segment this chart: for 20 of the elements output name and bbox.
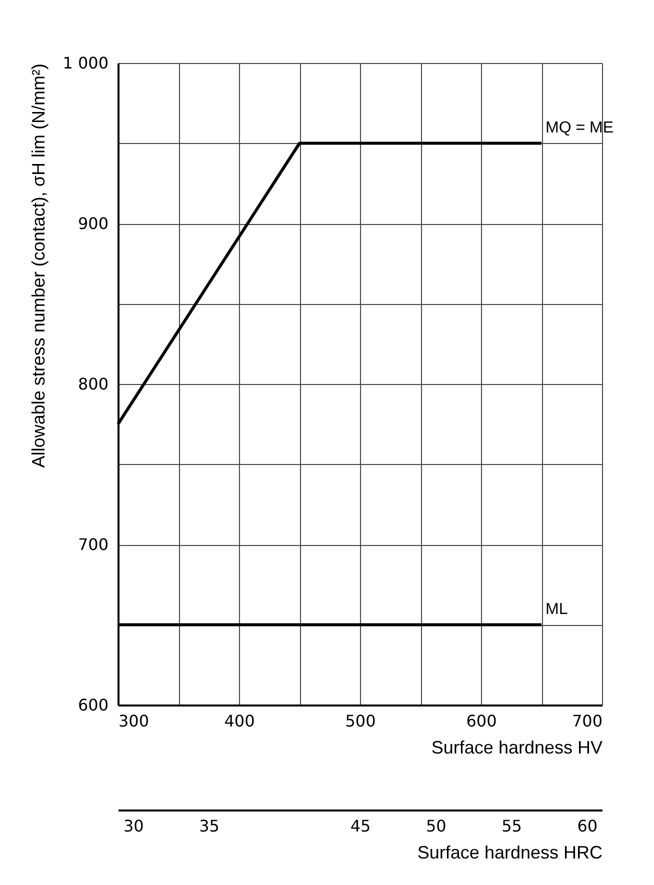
y-axis-title: Allowable stress number (contact), σH lim (N/mm²): [28, 64, 49, 468]
x-tick-label: 700: [572, 712, 602, 730]
y-tick-label: 800: [78, 374, 108, 394]
series-label: ML: [546, 600, 568, 618]
x2-tick-label: 55: [502, 816, 522, 836]
y-tick-label: 600: [78, 696, 108, 714]
x2-tick-label: 50: [426, 816, 446, 836]
x-tick-label: 500: [345, 712, 376, 730]
y-tick-label: 700: [78, 535, 108, 554]
x-axis-title: Surface hardness HV: [431, 738, 602, 758]
x-tick-label: 600: [466, 712, 497, 730]
x2-tick-label: 30: [123, 816, 144, 836]
x2-axis-title: Surface hardness HRC: [417, 842, 602, 862]
x2-tick-label: 45: [350, 816, 371, 836]
y-tick-label: 900: [78, 214, 108, 233]
x-tick-label: 400: [224, 712, 255, 730]
y-tick-label: 1 000: [62, 54, 108, 72]
x2-tick-label: 60: [577, 816, 598, 836]
x-tick-label: 300: [118, 712, 150, 730]
x2-tick-label: 35: [199, 816, 220, 836]
